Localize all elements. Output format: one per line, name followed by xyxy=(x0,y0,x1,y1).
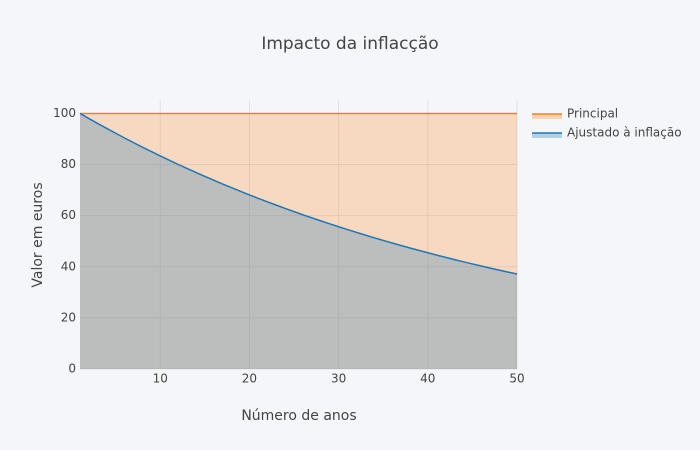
x-axis-label: Número de anos xyxy=(241,408,356,424)
y-tick-label: 80 xyxy=(61,157,76,171)
area-line xyxy=(79,112,518,275)
area-fill xyxy=(80,113,517,369)
area-fill xyxy=(80,113,517,369)
legend-swatch xyxy=(532,133,562,138)
y-axis-label: Valor em euros xyxy=(30,182,46,287)
x-tick-label: 20 xyxy=(242,372,257,386)
x-tick-label: 10 xyxy=(153,372,168,386)
legend-label[interactable]: Principal xyxy=(567,107,618,121)
legend-swatch xyxy=(532,114,562,119)
x-tick-label: 30 xyxy=(331,372,346,386)
x-tick-label: 40 xyxy=(420,372,435,386)
y-tick-label: 0 xyxy=(68,362,76,376)
y-tick-label: 100 xyxy=(53,106,76,120)
legend-label[interactable]: Ajustado à inflação xyxy=(567,126,682,140)
y-tick-label: 60 xyxy=(61,208,76,222)
y-tick-label: 20 xyxy=(61,310,76,324)
chart-title: Impacto da inflacção xyxy=(261,34,438,54)
y-tick-label: 40 xyxy=(61,259,76,273)
x-tick-label: 50 xyxy=(509,372,524,386)
